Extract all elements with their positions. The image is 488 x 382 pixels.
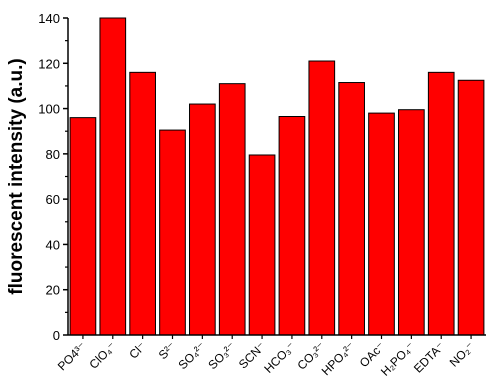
x-category-label-4: SO₄²⁻ [176, 339, 209, 372]
x-category-label-1: ClO₄⁻ [86, 339, 118, 371]
y-tick-label-0: 0 [53, 328, 60, 343]
bar-10 [368, 112, 395, 336]
x-category-label-2: Cl⁻ [126, 339, 148, 361]
bars-group [69, 17, 485, 336]
y-tick-label-7: 140 [38, 11, 60, 26]
bar-5 [218, 83, 246, 336]
y-tick-label-2: 40 [46, 237, 60, 252]
x-category-label-11: H₂PO₄⁻ [378, 339, 418, 379]
x-category-label-12: EDTA⁻ [411, 339, 447, 375]
x-category-label-9: HPO₄²⁻ [319, 339, 358, 378]
bar-7 [278, 116, 306, 336]
bar-2 [129, 71, 156, 336]
y-axis-label: fluorescent intensity (a.u.) [6, 58, 27, 294]
bar-8 [308, 60, 336, 336]
y-tick-label-4: 80 [46, 147, 60, 162]
x-category-label-7: HCO₃⁻ [261, 339, 298, 376]
y-tick-label-3: 60 [46, 192, 60, 207]
bar-9 [338, 82, 365, 336]
bar-11 [398, 109, 425, 336]
bar-12 [427, 71, 455, 336]
bar-0 [69, 117, 97, 336]
y-tick-label-1: 20 [46, 283, 60, 298]
bar-4 [189, 103, 216, 336]
bar-6 [248, 154, 276, 336]
y-tick-label-6: 120 [38, 56, 60, 71]
y-axis: 0 20 40 60 80 100 120 140 [38, 11, 69, 343]
bar-1 [99, 17, 127, 336]
x-category-label-5: SO₃²⁻ [205, 339, 238, 372]
x-axis: PO4³⁻ClO₄⁻ Cl⁻ S²⁻SO₄²⁻SO₃²⁻SCN⁻HCO₃⁻CO₃²⁻… [55, 334, 486, 379]
bar-3 [159, 129, 186, 336]
x-category-label-0: PO4³⁻ [55, 339, 89, 373]
x-category-label-13: NO₂⁻ [447, 339, 477, 369]
y-tick-label-5: 100 [38, 102, 60, 117]
bar-13 [457, 79, 485, 336]
x-category-label-3: S²⁻ [156, 339, 179, 362]
